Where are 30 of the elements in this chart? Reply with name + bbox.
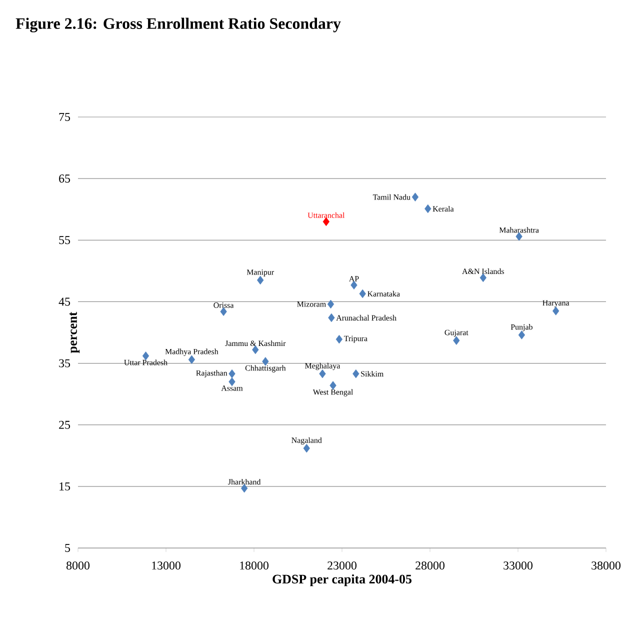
point	[327, 300, 334, 309]
x-tick-label: 23000	[328, 561, 356, 570]
point	[330, 381, 336, 390]
y-tick-label: 45	[58, 298, 70, 306]
point	[228, 369, 236, 378]
point	[328, 313, 335, 322]
x-tick-label: 38000	[592, 561, 620, 570]
x-tick-label: 18000	[240, 561, 268, 570]
x-tick-label: 8000	[66, 561, 90, 570]
x-tick-label: 28000	[416, 561, 444, 570]
y-tick-label: 15	[60, 482, 70, 490]
point	[336, 334, 343, 344]
point	[252, 345, 259, 354]
y-tick-label: 25	[59, 420, 70, 429]
x-axis-title: GDSP per capita 2004-05	[272, 574, 412, 586]
point	[412, 192, 419, 202]
point	[352, 369, 360, 378]
x-tick-label: 13000	[152, 561, 180, 570]
point	[480, 273, 486, 282]
y-tick-label: 75	[59, 113, 70, 121]
y-axis-title: percent	[70, 312, 80, 354]
point	[424, 204, 432, 214]
point	[359, 289, 366, 298]
y-tick-label: 5	[65, 544, 70, 552]
chart-title: Figure 2.16: Gross Enrollment Ratio Secondary	[16, 18, 341, 32]
point	[188, 355, 196, 364]
x-tick-label: 33000	[504, 561, 532, 570]
y-tick-label: 35	[59, 359, 70, 368]
y-tick-label: 65	[59, 174, 70, 183]
y-tick-label: 55	[59, 236, 70, 244]
